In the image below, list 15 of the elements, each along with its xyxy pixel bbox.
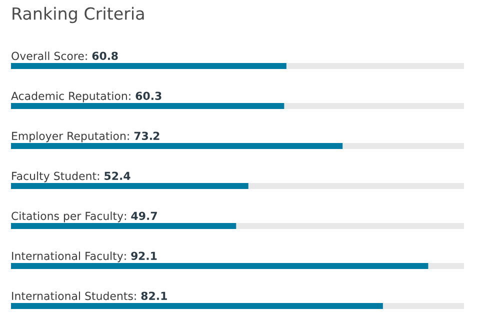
data-label: : 82.1 [134, 292, 167, 300]
y-tick-label: International Students [12, 292, 133, 300]
chart-title: Ranking Criteria [12, 6, 144, 24]
data-label: : 73.2 [128, 132, 160, 140]
y-tick-label: Academic Reputation [11, 92, 127, 102]
y-tick-label: Faculty Student [12, 172, 96, 182]
data-label: : 49.7 [124, 212, 157, 220]
data-label: : 52.4 [98, 172, 130, 180]
y-tick-label: Citations per Faculty [12, 212, 124, 222]
data-label: : 60.3 [129, 92, 162, 100]
data-label: : 92.1 [124, 252, 157, 260]
y-tick-label: International Faculty [12, 252, 124, 262]
data-label: : 60.8 [86, 52, 118, 60]
y-tick-label: Overall Score [12, 52, 84, 60]
y-tick-label: Employer Reputation [12, 132, 126, 142]
